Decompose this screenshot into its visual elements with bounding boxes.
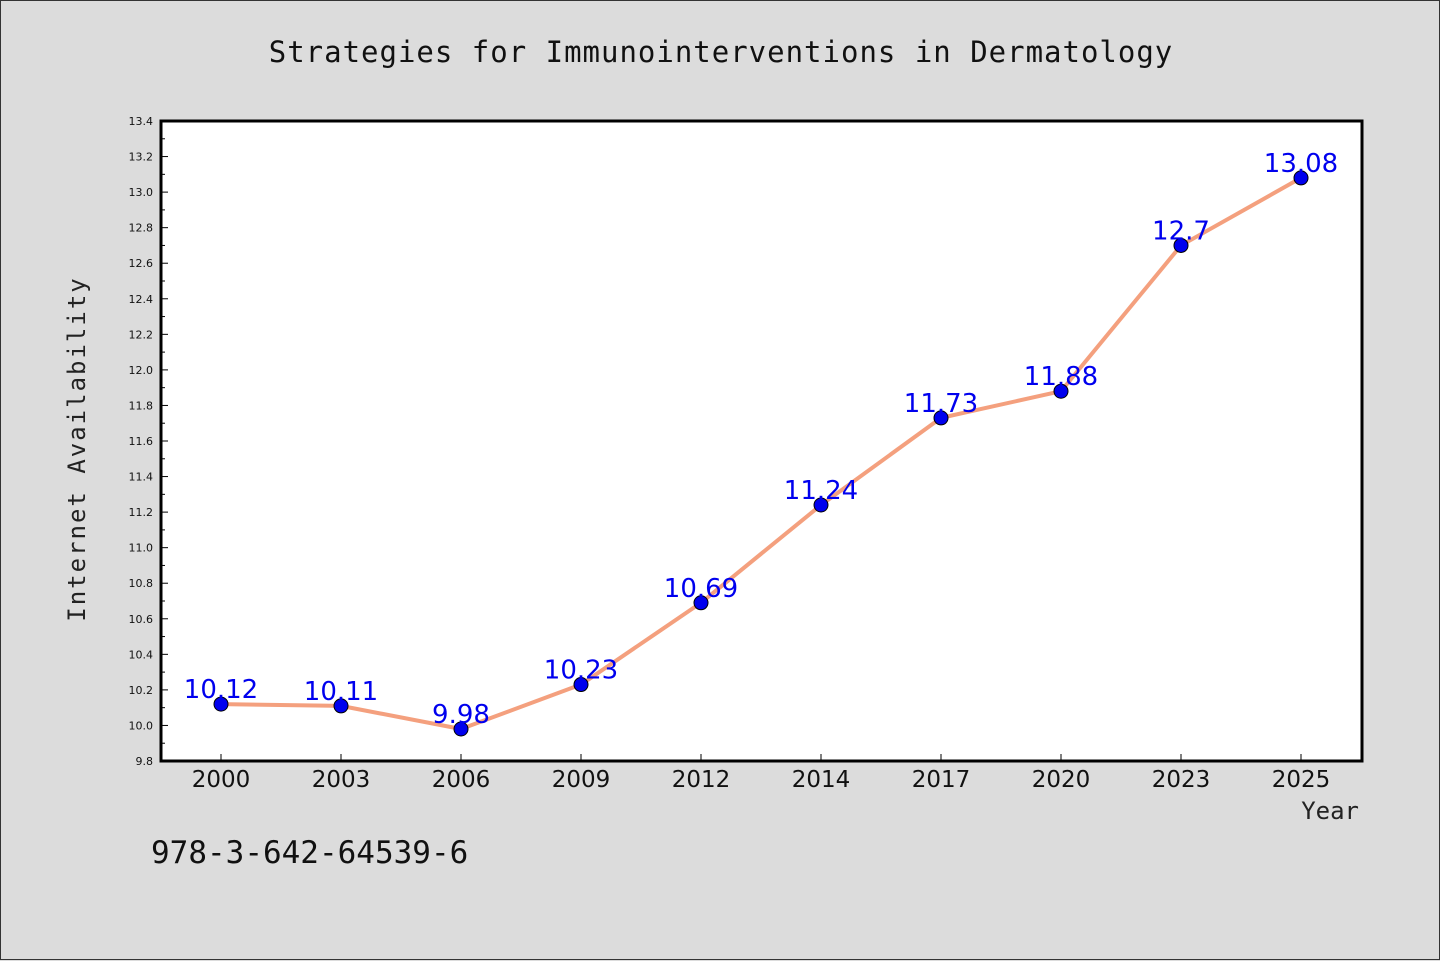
y-tick-label: 10.4	[129, 648, 154, 661]
y-tick-label: 10.0	[129, 719, 154, 732]
data-point	[1053, 383, 1069, 399]
plot-frame	[159, 119, 1364, 763]
y-tick-label: 11.8	[129, 399, 154, 412]
data-label: 11.73	[904, 389, 978, 419]
x-tick-label: 2003	[312, 767, 371, 793]
chart-title: Strategies for Immunointerventions in De…	[268, 35, 1174, 69]
x-tick-label: 2000	[192, 767, 251, 793]
plot-area	[161, 121, 1362, 761]
y-tick-label: 13.0	[129, 186, 154, 199]
data-label: 10.23	[544, 656, 618, 686]
x-tick-label: 2012	[672, 767, 731, 793]
data-label: 10.69	[664, 574, 738, 604]
y-tick-label: 10.2	[129, 684, 154, 697]
y-tick-label: 12.6	[129, 257, 154, 270]
x-tick-label: 2020	[1032, 767, 1091, 793]
data-label: 9.98	[432, 700, 490, 730]
data-label: 10.12	[184, 675, 258, 705]
x-tick-label: 2023	[1152, 767, 1211, 793]
data-point	[573, 677, 589, 693]
data-label: 12.7	[1152, 216, 1210, 246]
y-tick-label: 13.2	[129, 151, 154, 164]
y-tick-label: 11.6	[129, 435, 154, 448]
data-point	[933, 410, 949, 426]
data-point	[1173, 237, 1189, 253]
x-tick-label: 2017	[912, 767, 971, 793]
data-point	[453, 721, 469, 737]
y-tick-label: 12.8	[129, 222, 154, 235]
y-tick-label: 13.4	[129, 115, 154, 128]
x-axis-label: Year	[1301, 797, 1359, 825]
data-label: 11.88	[1024, 362, 1098, 392]
data-label: 11.24	[784, 476, 858, 506]
data-point	[693, 595, 709, 611]
data-point	[333, 698, 349, 714]
data-point	[213, 696, 229, 712]
y-tick-label: 11.4	[129, 471, 154, 484]
series-line	[220, 176, 1302, 731]
data-point	[1293, 170, 1309, 186]
x-tick-label: 2009	[552, 767, 611, 793]
x-tick-label: 2025	[1272, 767, 1331, 793]
y-tick-label: 10.8	[129, 577, 154, 590]
y-tick-label: 12.2	[129, 328, 154, 341]
y-tick-label: 10.6	[129, 613, 154, 626]
x-tick-label: 2014	[792, 767, 851, 793]
y-tick-label: 12.0	[129, 364, 154, 377]
isbn-footnote: 978-3-642-64539-6	[151, 835, 469, 871]
data-point	[813, 497, 829, 513]
y-tick-label: 12.4	[129, 293, 154, 306]
y-tick-label: 9.8	[136, 755, 154, 768]
x-tick-label: 2006	[432, 767, 491, 793]
data-label: 10.11	[304, 677, 378, 707]
y-tick-label: 11.0	[129, 542, 154, 555]
data-label: 13.08	[1264, 149, 1338, 179]
y-tick-label: 11.2	[129, 506, 154, 519]
